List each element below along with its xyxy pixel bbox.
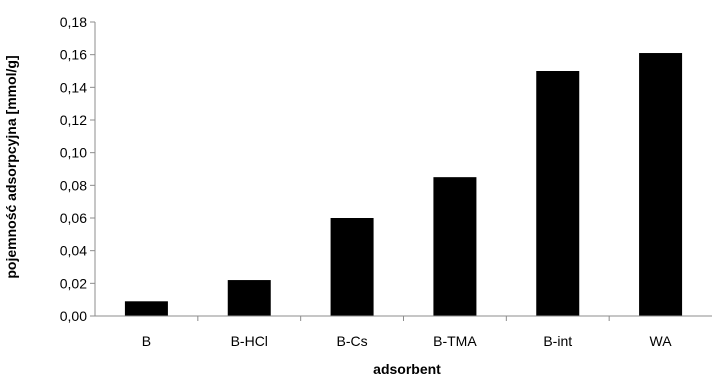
y-axis-ticks: 0,00 0,02 0,04 0,06 0,08 0,10 0,12 0,14 0,16 0,18 [60, 14, 95, 324]
x-tick-label: B-TMA [433, 333, 477, 349]
bar-b-tma [433, 177, 477, 316]
bar-wa [639, 53, 683, 317]
y-tick-label: 0,02 [60, 275, 87, 291]
x-axis-ticks: B B-HCl B-Cs B-TMA B-int WA [142, 316, 673, 349]
y-tick-label: 0,16 [60, 47, 87, 63]
x-tick-label: B-Cs [337, 333, 368, 349]
x-axis-title: adsorbent [373, 361, 441, 376]
bar-b [124, 301, 168, 316]
y-tick-label: 0,08 [60, 177, 87, 193]
y-tick-label: 0,04 [60, 243, 87, 259]
bar-b-hcl [227, 280, 271, 316]
y-axis-title: pojemność adsorpcyjna [mmol/g] [3, 55, 19, 278]
bar-b-int [536, 71, 580, 316]
y-tick-label: 0,14 [60, 79, 87, 95]
x-tick-label: B-HCl [231, 333, 268, 349]
y-tick-label: 0,00 [60, 308, 87, 324]
x-tick-label: WA [650, 333, 673, 349]
y-tick-label: 0,10 [60, 145, 87, 161]
bars [124, 53, 683, 317]
y-tick-label: 0,18 [60, 14, 87, 30]
bar-b-cs [330, 218, 374, 316]
x-tick-label: B-int [543, 333, 572, 349]
y-tick-label: 0,12 [60, 112, 87, 128]
x-tick-label: B [142, 333, 151, 349]
y-tick-label: 0,06 [60, 210, 87, 226]
